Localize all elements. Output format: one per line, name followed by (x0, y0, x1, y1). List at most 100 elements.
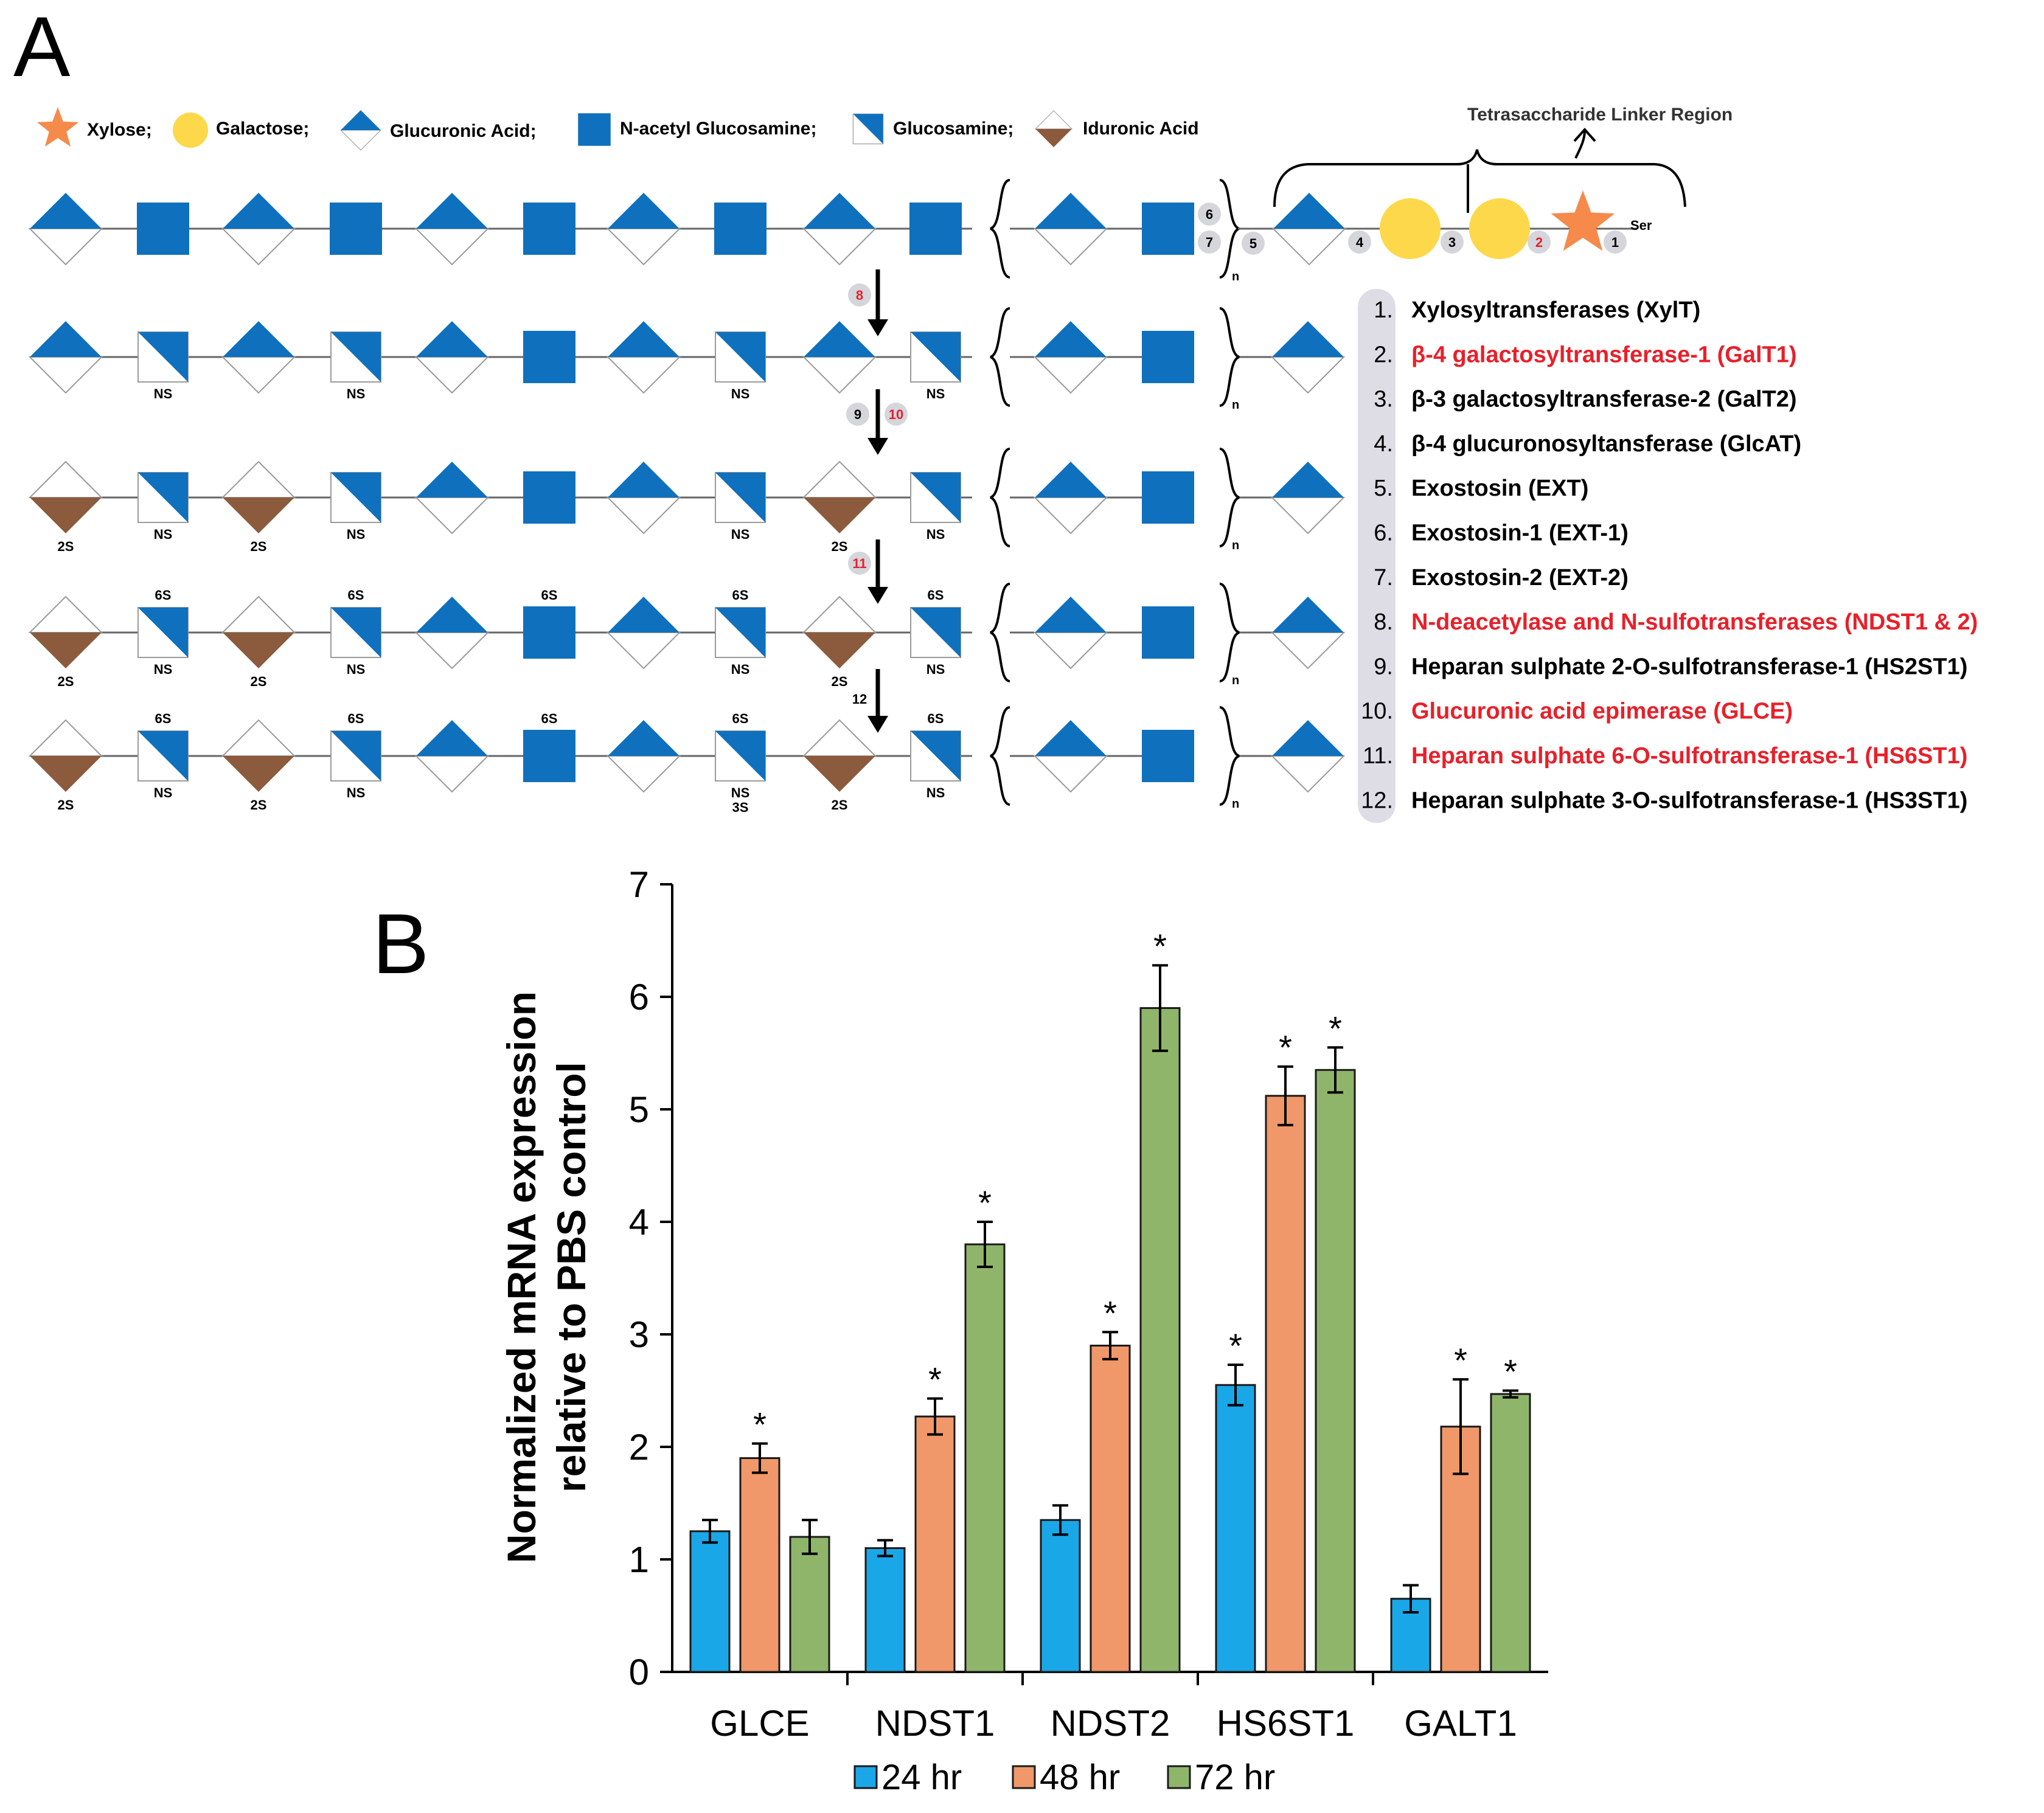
y-tick-label: 3 (629, 1314, 649, 1355)
glucuronic-acid-unit (607, 461, 680, 534)
repeat-n-label: n (1232, 398, 1239, 412)
mod-label: 2S (58, 539, 74, 554)
significance-asterisk: * (928, 1360, 942, 1398)
glucuronic-acid-icon (340, 109, 381, 151)
n-acetyl-glucosamine-unit (523, 331, 575, 383)
repeat-brace-close (1219, 448, 1240, 547)
mod-label: NS (731, 662, 750, 677)
x-tick-label: GLCE (710, 1703, 809, 1744)
glucosamine-unit (910, 607, 961, 658)
mod-label: NS (926, 662, 945, 677)
enzyme-number: 10. (1361, 699, 1393, 724)
n-acetyl-glucosamine-unit (523, 203, 575, 255)
glucosamine-unit (330, 607, 381, 658)
enzyme-number: 8. (1374, 609, 1393, 635)
glucuronic-acid-unit (1271, 596, 1344, 669)
step-6-label: 6 (1206, 207, 1213, 222)
repeat-brace-close (1219, 307, 1240, 407)
y-tick-label: 1 (629, 1539, 649, 1580)
panel-b-label: B (372, 896, 429, 991)
repeat-brace-close (1219, 706, 1240, 806)
ser-label: Ser (1630, 218, 1652, 233)
galactose-circle-icon (173, 113, 208, 148)
n-acetyl-glucosamine-unit (330, 203, 382, 255)
bar-NDST1-72hr (964, 1243, 1006, 1673)
glucuronic-acid-unit (803, 321, 876, 393)
mod-label: NS (347, 386, 366, 401)
glucosamine-unit (910, 331, 961, 383)
glucosamine-unit (330, 472, 381, 523)
glucuronic-acid-unit (29, 321, 102, 393)
step-8-badge (848, 283, 871, 307)
y-tick-label: 2 (629, 1427, 649, 1468)
step-2-badge (1528, 231, 1551, 254)
significance-asterisk: * (753, 1405, 766, 1443)
mod-label: 6S (732, 711, 749, 726)
tetrasaccharide-linker: Tetrasaccharide Linker Region Ser 6 7 5 4 3 2 1 (1198, 105, 1733, 265)
glucosamine-unit (715, 472, 766, 523)
step-10-badge (885, 403, 908, 426)
repeat-n-label: n (1232, 797, 1239, 811)
glucuronic-acid-unit (1273, 192, 1346, 265)
enzyme-number: 4. (1374, 431, 1393, 457)
step-2-label: 2 (1535, 235, 1543, 250)
step-arrowhead (867, 716, 888, 733)
enzyme-number: 12. (1361, 788, 1393, 813)
mod-label: 2S (251, 539, 267, 554)
step-arrows: 8 9 10 11 12 (846, 269, 908, 733)
glucuronic-acid-unit (607, 192, 680, 265)
legend-glucuronic: Glucuronic Acid; (390, 121, 537, 141)
enzyme-number: 9. (1374, 654, 1393, 679)
enzyme-number: 11. (1363, 743, 1393, 769)
legend-iduronic: Iduronic Acid (1083, 119, 1199, 139)
step-9-badge (846, 403, 869, 426)
glucuronic-acid-unit (607, 321, 680, 393)
enzyme-name: β-3 galactosyltransferase-2 (GalT2) (1411, 387, 1797, 412)
glucuronic-acid-unit (1034, 461, 1107, 534)
mod-label: 6S (928, 588, 944, 603)
significance-asterisk: * (1229, 1326, 1242, 1365)
glucuronic-acid-unit (222, 192, 295, 265)
glucuronic-acid-unit (803, 192, 876, 265)
step-3-badge (1441, 231, 1464, 254)
y-tick-label: 6 (629, 977, 649, 1017)
n-acetyl-glucosamine-unit (1142, 606, 1194, 659)
glucosamine-unit (715, 331, 766, 383)
enzyme-name: N-deacetylase and N-sulfotransferases (N… (1411, 609, 1978, 635)
glucosamine-unit (910, 472, 961, 523)
linker-brace (1273, 149, 1686, 207)
glucuronic-acid-unit (1034, 192, 1107, 265)
glucosamine-unit (137, 730, 189, 782)
mod-label: NS (154, 386, 173, 401)
step-9-label: 9 (854, 407, 861, 422)
bar-chart: 0 1 2 3 4 5 6 7 Normalized mRNA expression relati… (499, 864, 1548, 1797)
mod-label: NS (154, 527, 173, 542)
panel-b: B 0 1 2 3 4 5 6 7 Normalized mRNA expression rela… (372, 864, 1548, 1797)
significance-asterisk: * (1279, 1028, 1292, 1067)
glucuronic-acid-unit (1034, 321, 1107, 393)
step-10-label: 10 (889, 407, 903, 422)
bar-GLCE-48hr (739, 1457, 780, 1673)
glucuronic-acid-unit (1034, 596, 1107, 669)
x-tick-label: NDST1 (875, 1703, 995, 1744)
x-tick-label: HS6ST1 (1217, 1703, 1355, 1744)
mod-label: 6S (348, 711, 364, 726)
mod-label: NS (731, 785, 750, 800)
chain-row-1: n (29, 179, 1274, 283)
chain-row-3: 2S NS 2S NS NS 2S NS n (29, 448, 1344, 554)
y-axis-label: Normalized mRNA expression relative to PB… (499, 991, 594, 1563)
mod-label: NS (731, 527, 750, 542)
bar-HS6ST1-24hr (1215, 1384, 1256, 1673)
iduronic-acid-unit (803, 719, 876, 792)
y-tick-label: 5 (629, 1089, 649, 1130)
legend-galactose: Galactose; (216, 119, 309, 139)
n-acetyl-glucosamine-unit (523, 471, 575, 524)
step-4-badge (1348, 231, 1371, 254)
glucuronic-acid-unit (415, 192, 488, 265)
n-acetyl-glucosamine-unit (1142, 730, 1194, 782)
legend-label-24hr: 24 hr (881, 1758, 962, 1797)
n-acetyl-glucosamine-unit (1142, 471, 1194, 524)
glucuronic-acid-unit (222, 321, 295, 393)
mod-label: 2S (832, 674, 848, 689)
